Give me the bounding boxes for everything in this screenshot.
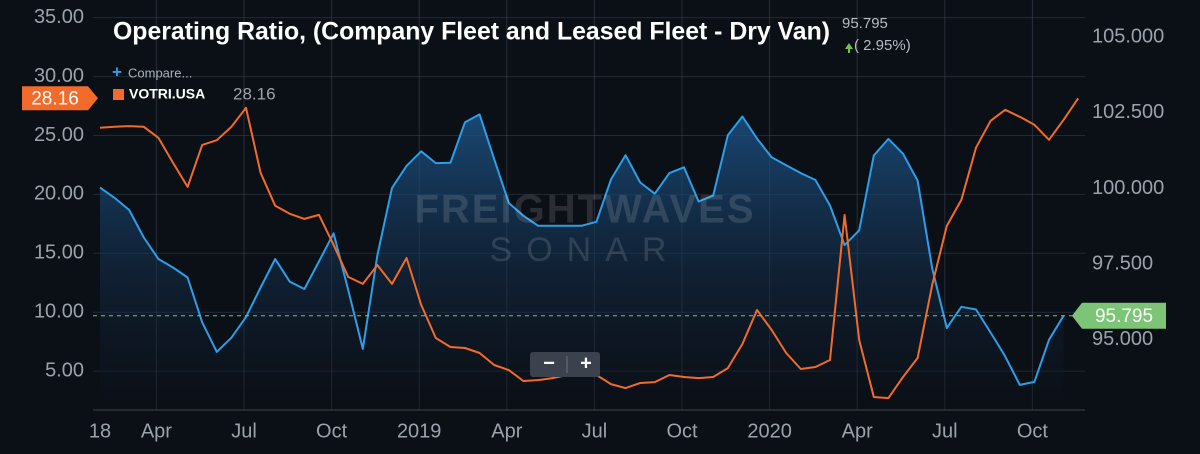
up-arrow	[845, 43, 853, 53]
x-tick-label: Jul	[231, 420, 257, 442]
value-tags: 95.795 28.16	[22, 86, 1166, 329]
y2-tick-label: 105.000	[1092, 25, 1164, 47]
value-tag-label: 95.795	[1095, 306, 1153, 327]
legend-label: VOTRI.USA	[129, 86, 205, 102]
x-tick-label: Oct	[1017, 420, 1049, 442]
y2-tick-label: 102.500	[1092, 101, 1164, 123]
y-tick-label: 10.00	[34, 300, 84, 322]
y2-tick-label: 95.000	[1092, 328, 1153, 350]
x-tick-label: Apr	[491, 420, 522, 442]
x-tick-label: Apr	[141, 420, 172, 442]
zoom-bg	[530, 352, 600, 377]
y-tick-label: 5.00	[45, 359, 84, 381]
y-tick-label: 25.00	[34, 124, 84, 146]
x-tick-label: Jul	[582, 420, 608, 442]
x-tick-label: Apr	[842, 420, 873, 442]
watermark: SONAR	[490, 231, 681, 269]
header-change: ( 2.95%)	[854, 37, 911, 54]
zoom-controls: − +	[530, 352, 600, 377]
watermark: FREIGHTWAVES	[414, 188, 755, 232]
zoom-in[interactable]: +	[580, 352, 592, 374]
x-tick-label: Oct	[316, 420, 348, 442]
x-tick-label: 2020	[747, 420, 792, 442]
header-value: 95.795	[842, 15, 888, 32]
legend-swatch	[113, 89, 124, 100]
x-tick-label: 2019	[397, 420, 442, 442]
legend-plus[interactable]: +	[112, 62, 122, 81]
value-tag	[22, 86, 98, 111]
x-tick-label: 18	[89, 420, 111, 442]
y-tick-label: 15.00	[34, 242, 84, 264]
y2-tick-label: 97.500	[1092, 252, 1153, 274]
value-tag-label: 28.16	[31, 88, 79, 109]
value-tag	[1072, 302, 1166, 329]
y-tick-label: 20.00	[34, 183, 84, 205]
y-tick-label: 30.00	[34, 65, 84, 87]
y-tick-label: 35.00	[34, 6, 84, 28]
y2-tick-label: 100.000	[1092, 177, 1164, 199]
area	[100, 114, 1064, 410]
chart-title: Operating Ratio, (Company Fleet and Leas…	[113, 18, 830, 46]
legend-value: 28.16	[233, 84, 276, 103]
line	[99, 113, 1065, 386]
legend-compare[interactable]: Compare...	[128, 65, 192, 80]
x-tick-label: Oct	[666, 420, 698, 442]
zoom-out[interactable]: −	[543, 352, 555, 374]
x-tick-label: Jul	[932, 420, 958, 442]
